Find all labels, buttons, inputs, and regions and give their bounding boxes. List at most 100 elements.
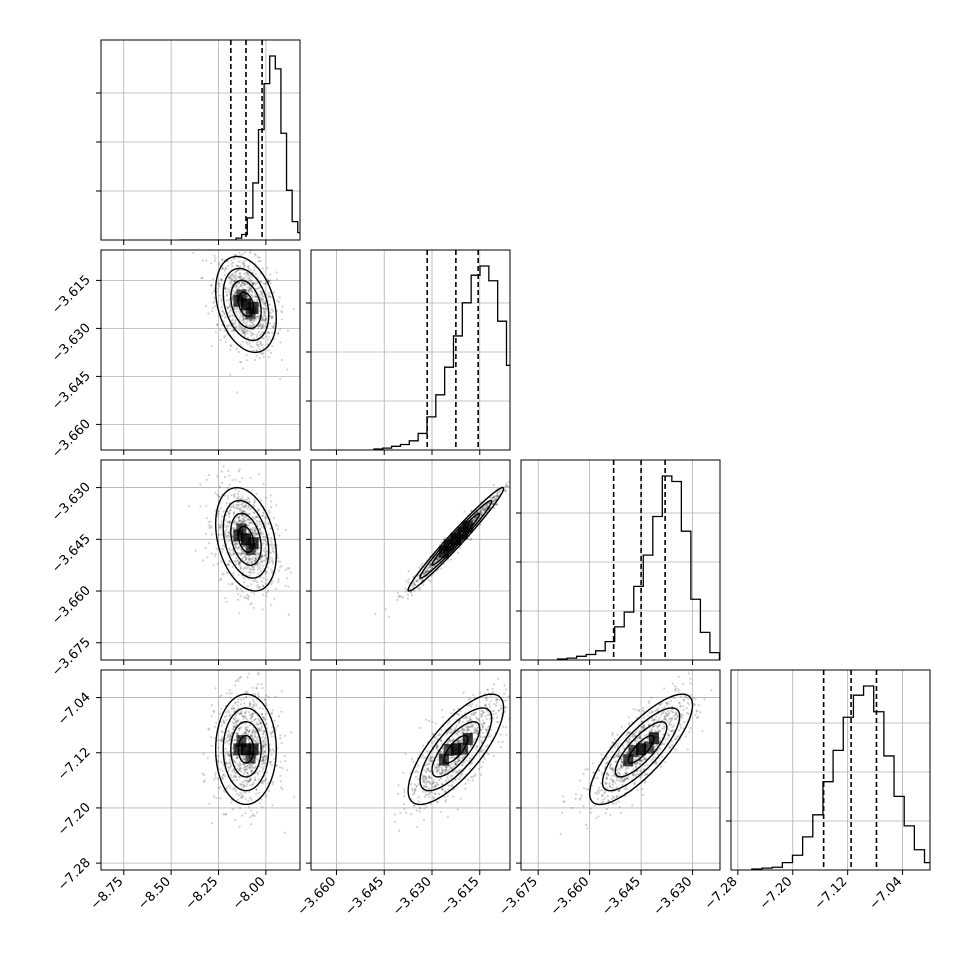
sample-point	[415, 580, 418, 583]
sample-point	[480, 513, 483, 516]
sample-point	[210, 744, 213, 747]
sample-point	[244, 779, 248, 783]
sample-point	[272, 324, 276, 327]
sample-point	[221, 778, 224, 781]
sample-point	[241, 253, 244, 256]
sample-point	[244, 503, 248, 507]
sample-point	[271, 580, 274, 583]
sample-point	[505, 484, 508, 487]
sample-point	[249, 571, 252, 574]
sample-point	[262, 739, 266, 743]
sample-point	[275, 271, 278, 274]
sample-point	[237, 698, 240, 701]
sample-point	[435, 558, 439, 561]
sample-point	[236, 733, 239, 736]
sample-point	[238, 272, 242, 275]
sample-point	[250, 282, 254, 285]
sample-point	[258, 723, 261, 726]
density-cell	[245, 543, 256, 556]
sample-point	[227, 290, 230, 294]
sample-point	[293, 795, 296, 798]
sample-point	[233, 320, 236, 324]
sample-point	[218, 284, 221, 288]
density-cell	[450, 533, 461, 546]
sample-point	[280, 564, 283, 567]
sample-point	[234, 285, 238, 288]
sample-point	[490, 498, 493, 501]
sample-point	[229, 508, 232, 511]
sample-point	[263, 310, 266, 313]
sample-point	[514, 665, 516, 667]
sample-point	[242, 697, 245, 700]
sample-point	[256, 773, 260, 776]
sample-point	[252, 533, 255, 536]
sample-point	[266, 343, 269, 346]
sample-point	[264, 779, 267, 782]
sample-point	[220, 730, 223, 733]
sample-point	[212, 301, 215, 304]
sample-point	[272, 325, 275, 328]
sample-point	[220, 694, 223, 697]
sample-point	[476, 511, 479, 514]
sample-point	[255, 335, 258, 339]
sample-point	[255, 533, 258, 536]
sample-point	[225, 513, 228, 517]
sample-point	[292, 307, 295, 311]
sample-point	[239, 507, 242, 510]
sample-point	[279, 760, 282, 763]
sample-point	[239, 509, 242, 512]
panel-frame	[520, 459, 721, 661]
sample-point	[252, 503, 255, 506]
sample-point	[276, 528, 280, 531]
sample-point	[220, 298, 223, 301]
sample-point	[210, 704, 213, 707]
sample-point	[479, 513, 483, 516]
sample-point	[247, 780, 250, 783]
sample-point	[280, 309, 283, 313]
sample-point	[238, 516, 241, 519]
sample-point	[218, 510, 221, 513]
sample-point	[263, 762, 266, 765]
sample-point	[231, 296, 234, 300]
sample-point	[429, 562, 432, 565]
sample-point	[220, 550, 224, 554]
sample-point	[516, 476, 518, 478]
sample-point	[259, 341, 262, 344]
sample-point	[400, 596, 403, 599]
sample-point	[479, 510, 482, 513]
sample-point	[499, 733, 502, 736]
sample-point	[681, 682, 685, 685]
sample-point	[249, 816, 252, 819]
sample-point	[248, 505, 251, 508]
sample-point	[242, 510, 245, 513]
sample-point	[227, 469, 230, 472]
sample-point	[219, 751, 222, 754]
sample-point	[252, 349, 255, 352]
sample-point	[511, 704, 513, 706]
sample-point	[264, 317, 267, 320]
sample-point	[269, 351, 272, 355]
sample-point	[243, 732, 247, 735]
sample-point	[233, 776, 236, 779]
sample-point	[253, 500, 256, 503]
sample-point	[287, 585, 290, 588]
sample-point	[250, 521, 253, 524]
sample-point	[223, 532, 227, 535]
sample-point	[228, 761, 232, 764]
sample-point	[273, 757, 276, 760]
sample-point	[234, 325, 237, 328]
sample-point	[231, 313, 234, 317]
sample-point	[236, 268, 240, 271]
sample-point	[426, 569, 429, 572]
sample-point	[252, 337, 255, 340]
sample-point	[259, 721, 262, 724]
sample-point	[384, 608, 387, 611]
sample-point	[250, 331, 253, 334]
sample-point	[245, 567, 248, 570]
sample-point	[237, 552, 240, 555]
sample-point	[238, 251, 241, 254]
sample-point	[262, 307, 265, 310]
sample-point	[230, 259, 233, 262]
sample-point	[407, 570, 410, 573]
sample-point	[248, 518, 251, 521]
